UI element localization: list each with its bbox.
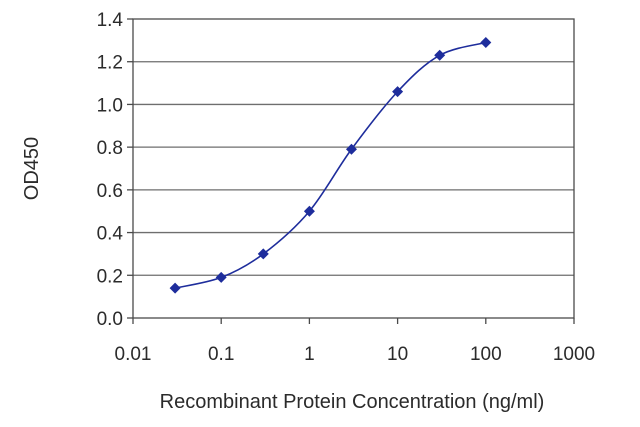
x-tick-label: 1 bbox=[304, 344, 315, 365]
x-axis-title: Recombinant Protein Concentration (ng/ml… bbox=[160, 391, 545, 413]
x-tick-label: 0.01 bbox=[115, 344, 152, 365]
y-tick-label: 1.2 bbox=[97, 53, 123, 74]
x-tick-label: 10 bbox=[387, 344, 408, 365]
data-point-marker bbox=[257, 248, 269, 260]
y-tick-label: 0.6 bbox=[97, 181, 123, 202]
y-tick-label: 0.2 bbox=[97, 266, 123, 287]
series-group bbox=[169, 36, 492, 294]
y-tick-label: 1.0 bbox=[97, 95, 123, 116]
y-axis-title: OD450 bbox=[21, 137, 43, 200]
data-point-marker bbox=[392, 86, 404, 98]
x-tick-label: 1000 bbox=[553, 344, 595, 365]
data-point-marker bbox=[303, 205, 315, 217]
x-tick-label: 0.1 bbox=[208, 344, 234, 365]
y-tick-label: 0.8 bbox=[97, 138, 123, 159]
y-tick-label: 0.4 bbox=[97, 224, 124, 245]
y-axis-ticks: 0.0 0.2 0.4 0.6 0.8 1.0 1.2 1.4 bbox=[97, 10, 133, 330]
x-axis-ticks: 0.01 0.1 1 10 100 1000 bbox=[115, 318, 595, 365]
plot-area-frame bbox=[132, 18, 575, 319]
y-tick-label: 0.0 bbox=[97, 309, 123, 330]
gridlines bbox=[133, 61, 574, 276]
data-point-marker bbox=[169, 282, 181, 294]
data-point-marker bbox=[345, 143, 357, 155]
series-line bbox=[174, 41, 487, 289]
y-tick-label: 1.4 bbox=[97, 10, 124, 31]
x-tick-label: 100 bbox=[470, 344, 502, 365]
data-point-marker bbox=[480, 36, 492, 48]
data-point-marker bbox=[215, 271, 227, 283]
data-point-marker bbox=[434, 49, 446, 61]
